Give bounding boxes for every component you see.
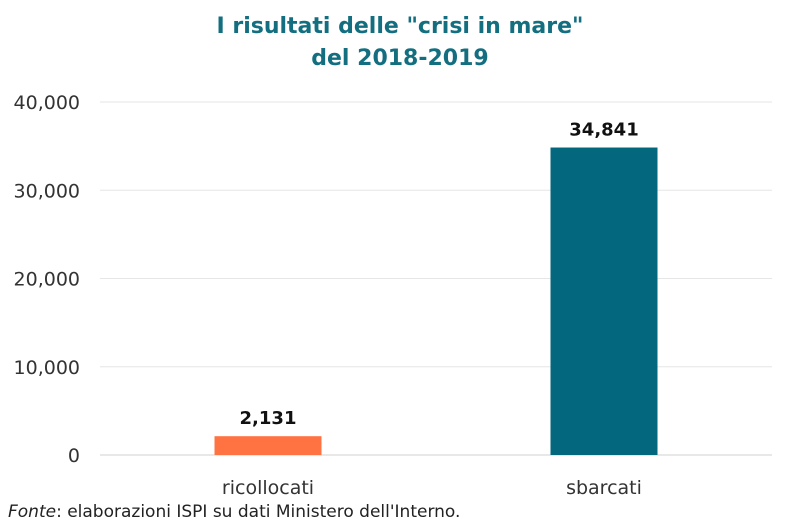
data-label: 2,131 — [240, 408, 297, 429]
bar-ricollocati — [214, 436, 322, 455]
source-text: : elaborazioni ISPI su dati Ministero de… — [56, 502, 461, 522]
bar-sbarcati — [550, 147, 658, 455]
y-tick-label: 30,000 — [14, 180, 80, 202]
x-tick-label: ricollocati — [222, 477, 314, 499]
source-label: Fonte — [8, 502, 57, 522]
y-tick-label: 40,000 — [14, 92, 80, 114]
chart-title-line-2: del 2018-2019 — [311, 46, 489, 71]
source-note: Fonte: elaborazioni ISPI su dati Ministe… — [8, 502, 460, 522]
data-label: 34,841 — [569, 120, 638, 141]
y-tick-label: 0 — [68, 445, 80, 467]
chart-title-line-1: I risultati delle "crisi in mare" — [216, 14, 584, 39]
x-tick-label: sbarcati — [566, 477, 642, 499]
y-tick-label: 20,000 — [14, 269, 80, 291]
y-tick-label: 10,000 — [14, 357, 80, 379]
